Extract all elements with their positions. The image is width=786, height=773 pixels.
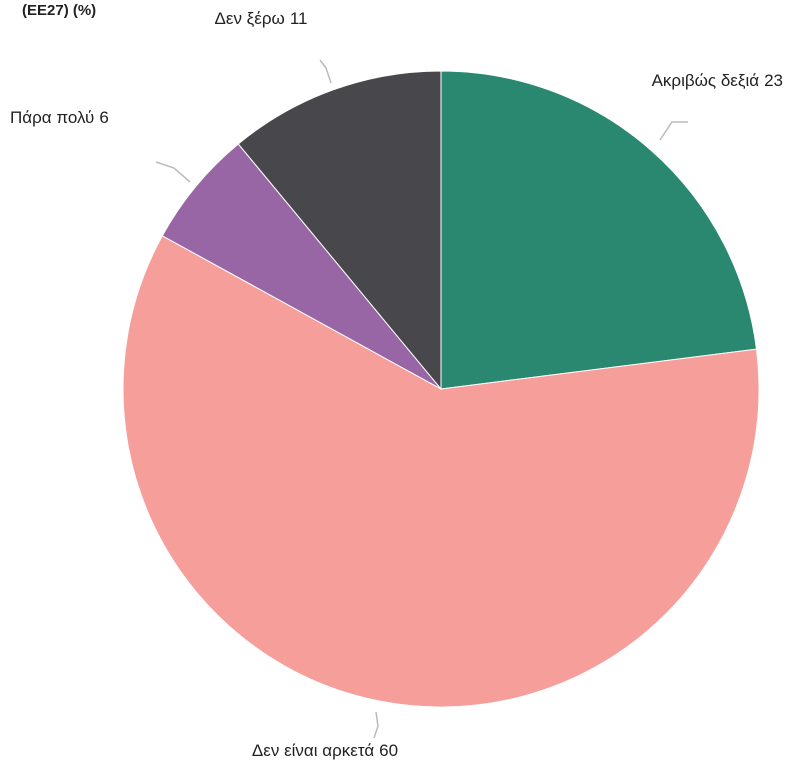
leader-line [659,121,688,141]
leader-line [155,161,191,183]
slice-label: Δεν ξέρω 11 [215,9,308,28]
pie-slice [237,70,442,391]
category-label: Δεν είναι αρκετά [252,741,374,760]
chart-title: (EE27) (%) [22,2,96,19]
value-label: 60 [379,741,398,760]
leader-line [373,711,379,739]
slice-label: Ακριβώς δεξιά 23 [652,71,783,90]
pie-slice [440,70,758,390]
value-label: 11 [290,9,308,28]
slice-label: Δεν είναι αρκετά 60 [252,741,398,760]
category-label: Ακριβώς δεξιά [652,71,760,90]
pie-slice [122,235,760,708]
leader-line [319,59,332,84]
category-label: Δεν ξέρω [215,9,285,28]
pie [122,70,760,708]
value-label: 23 [764,71,783,90]
value-label: 6 [99,108,108,127]
pie-slice [161,143,442,390]
category-label: Πάρα πολύ [10,108,94,127]
slice-label: Πάρα πολύ 6 [10,108,109,127]
